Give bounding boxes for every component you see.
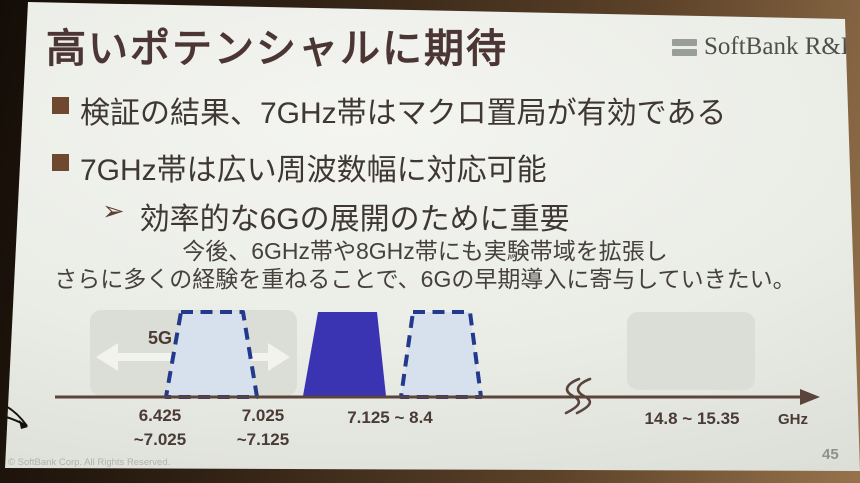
axis-arrowhead-icon — [800, 389, 820, 405]
frequency-diagram: 5G F 6.425 ~7.025 7.025 ~7.125 7.125 ~ — [5, 310, 820, 449]
freq-label-7125-84: 7.125 ~ 8.4 — [347, 408, 433, 427]
freq-label-6425: 6.425 — [139, 406, 182, 425]
sub-bullet-text: 効率的な6Gの展開のために重要 — [139, 203, 570, 236]
key-message-line1: 今後、6GHz帯や8GHz帯にも実験帯域を拡張し — [182, 238, 668, 264]
key-message-line2: さらに多くの経験を重ねることで、6Gの早期導入に寄与していきたい。 — [54, 266, 796, 292]
freq-label-6425b: ~7.025 — [134, 430, 186, 449]
sub-bullet: ➢ 効率的な6Gの展開のために重要 — [102, 194, 570, 238]
band-trapezoid-8ghz-dashed — [399, 310, 483, 399]
copyright: © SoftBank Corp. All Rights Reserved. — [8, 457, 171, 468]
page-title: 高いポテンシャルに期待 — [46, 27, 508, 71]
bullet-square-icon — [52, 97, 69, 114]
freq-label-7025b: ~7.125 — [237, 430, 289, 449]
freq-label-148-1535: 14.8 ~ 15.35 — [644, 409, 739, 428]
softbank-bars-icon — [672, 38, 697, 56]
bullet-text: 7GHz帯は広い周波数幅に対応可能 — [80, 154, 547, 187]
bullet-item-1: 検証の結果、7GHz帯はマクロ置局が有効である — [52, 88, 726, 132]
key-message: 今後、6GHz帯や8GHz帯にも実験帯域を拡張し さらに多くの経験を重ねることで… — [5, 237, 850, 293]
pen-silhouette — [5, 401, 28, 429]
bullet-text: 検証の結果、7GHz帯はマクロ置局が有効である — [80, 97, 727, 130]
band-trapezoid-7ghz-solid — [303, 312, 386, 396]
freq-axis — [55, 377, 820, 415]
band-trapezoid-6ghz-dashed — [164, 310, 259, 399]
bullet-square-icon — [52, 154, 69, 171]
logo-text: SoftBank R&D — [704, 33, 859, 60]
band-14ghz-box — [627, 312, 755, 390]
page-number: 45 — [822, 446, 839, 463]
arrow-marker-icon: ➢ — [102, 196, 125, 226]
axis-break-icon — [564, 377, 592, 415]
freq-label-7025: 7.025 — [242, 406, 285, 425]
softbank-logo: SoftBank R&D — [672, 33, 859, 61]
bullet-item-2: 7GHz帯は広い周波数幅に対応可能 — [52, 145, 547, 189]
axis-unit-label: GHz — [778, 411, 808, 428]
